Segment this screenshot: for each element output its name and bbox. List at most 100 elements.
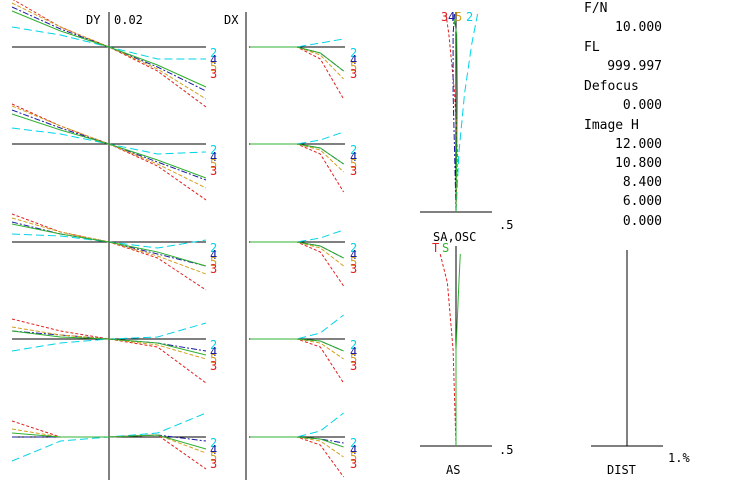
as-scale-label: .5 — [499, 443, 513, 457]
dy-series-label-row4-2: 2 — [210, 436, 217, 450]
dx-series-label-row4-4: 4 — [350, 443, 357, 457]
dy-series-label-row1-4: 4 — [210, 150, 217, 164]
dy-series-label-row0-3: 3 — [210, 67, 217, 81]
dx-fan-row0-series-4 — [250, 46, 344, 72]
t-label: T — [432, 241, 439, 255]
dx-fan-row3-series-3 — [250, 338, 345, 384]
dx-series-label-row0-5: 5 — [350, 60, 357, 74]
fn-label: F/N — [584, 1, 607, 16]
dy-fan-row2-series-5 — [11, 217, 207, 275]
dy-fan-row0-series-6 — [11, 10, 207, 88]
dy-series-label-row3-5: 5 — [210, 352, 217, 366]
as-curve-T — [439, 253, 457, 447]
dy-series-label-row0-4: 4 — [210, 53, 217, 67]
dx-series-label-row1-4: 4 — [350, 150, 357, 164]
sa-curve-2 — [455, 13, 479, 213]
imageh-value-3: 8.400 — [623, 175, 662, 190]
dy-fan-row3-series-6 — [11, 330, 207, 356]
dx-series-label-row0-2: 2 — [350, 46, 357, 60]
as-curves — [439, 253, 461, 447]
dx-fan-row4-series-6 — [250, 436, 344, 448]
sa-series-label-3: 3 — [441, 10, 448, 24]
dx-series-label-row0-3: 3 — [350, 67, 357, 81]
dy-series-label-row2-3: 3 — [210, 262, 217, 276]
dx-fan-row0-series-3 — [250, 46, 345, 100]
dx-fan-row4-series-5 — [250, 436, 344, 458]
dy-series-label-row2-4: 4 — [210, 248, 217, 262]
dx-fan-row1-series-3 — [250, 143, 345, 193]
dx-series-label-row1-3: 3 — [350, 164, 357, 178]
dy-series-label-row1-2: 2 — [210, 143, 217, 157]
sa-scale-label: .5 — [499, 218, 513, 232]
dx-series-label-row4-5: 5 — [350, 450, 357, 464]
dx-fan-row3-series-6 — [250, 338, 344, 352]
dx-series-label-row3-3: 3 — [350, 359, 357, 373]
dx-fan-row4-series-3 — [250, 436, 345, 478]
imageh-label: Image H — [584, 118, 639, 133]
dx-series-label-row3-2: 2 — [350, 338, 357, 352]
dist-scale-label: 1.% — [668, 451, 690, 465]
dy-fan-row4-series-6 — [11, 432, 207, 450]
dx-series-label-row3-5: 5 — [350, 352, 357, 366]
dy-label: DY — [86, 13, 101, 27]
defocus-label: Defocus — [584, 79, 639, 94]
dy-series-label-row3-4: 4 — [210, 345, 217, 359]
dy-series-label-row2-2: 2 — [210, 241, 217, 255]
dx-series-label-row2-4: 4 — [350, 248, 357, 262]
dy-fan-row0-series-5 — [11, 2, 207, 100]
dx-series-label-row1-5: 5 — [350, 157, 357, 171]
imageh-value-1: 12.000 — [615, 137, 662, 152]
dy-series-label-row1-5: 5 — [210, 157, 217, 171]
as-title: AS — [446, 463, 460, 477]
sa-title: SA,OSC — [433, 230, 476, 244]
dy-scale-label: 0.02 — [114, 13, 143, 27]
dy-fan-row1-series-3 — [11, 103, 207, 201]
defocus-value: 0.000 — [623, 98, 662, 113]
dy-series-label-row2-5: 5 — [210, 255, 217, 269]
s-label: S — [442, 241, 449, 255]
fn-value: 10.000 — [615, 20, 662, 35]
dy-series-label-row0-2: 2 — [210, 46, 217, 60]
dy-series-label-row4-3: 3 — [210, 457, 217, 471]
dx-series-label-row2-3: 3 — [350, 262, 357, 276]
dx-series-label-row2-5: 5 — [350, 255, 357, 269]
sa-series-label-5: 5 — [455, 10, 462, 24]
dy-series-label-row4-5: 5 — [210, 450, 217, 464]
dy-series-label-row0-5: 5 — [210, 60, 217, 74]
dy-fan-row0-series-3 — [12, 0, 207, 108]
as-curve-S — [455, 253, 461, 446]
dx-fan-row3-series-2 — [250, 314, 344, 340]
dx-series-label-row4-3: 3 — [350, 457, 357, 471]
fl-label: FL — [584, 40, 600, 55]
imageh-value-2: 10.800 — [615, 156, 662, 171]
dy-series-label-row3-3: 3 — [210, 359, 217, 373]
dy-series-label-row1-3: 3 — [210, 164, 217, 178]
dy-fan-row1-series-4 — [11, 109, 207, 181]
sa-curve-4 — [452, 13, 457, 213]
dx-fan-row2-series-5 — [250, 241, 344, 267]
sa-series-label-4: 4 — [448, 10, 455, 24]
dx-fan-row1-series-6 — [250, 143, 344, 165]
dy-series-label-row4-4: 4 — [210, 443, 217, 457]
dx-fan-row2-series-4 — [250, 241, 344, 259]
dx-fan-row1-series-2 — [250, 131, 344, 145]
dx-fan-row2-series-2 — [250, 229, 344, 243]
dx-fan-row3-series-5 — [250, 338, 344, 360]
dy-series-label-row3-2: 2 — [210, 338, 217, 352]
dx-series-label-row4-2: 2 — [350, 436, 357, 450]
dist-title: DIST — [607, 463, 636, 477]
dy-fan-row2-series-6 — [11, 223, 207, 267]
dx-label: DX — [224, 13, 239, 27]
dx-fan-row0-series-2 — [250, 38, 344, 48]
sa-curve-6 — [452, 13, 458, 213]
dx-fan-row0-series-6 — [250, 46, 344, 72]
dx-series-label-row3-4: 4 — [350, 345, 357, 359]
dx-fan-row2-series-6 — [250, 241, 344, 259]
dx-series-label-row1-2: 2 — [350, 143, 357, 157]
imageh-value-5: 0.000 — [623, 214, 662, 229]
dy-fan-row4-series-3 — [11, 420, 207, 470]
dx-series-label-row0-4: 4 — [350, 53, 357, 67]
dx-fan-row2-series-3 — [250, 241, 345, 287]
